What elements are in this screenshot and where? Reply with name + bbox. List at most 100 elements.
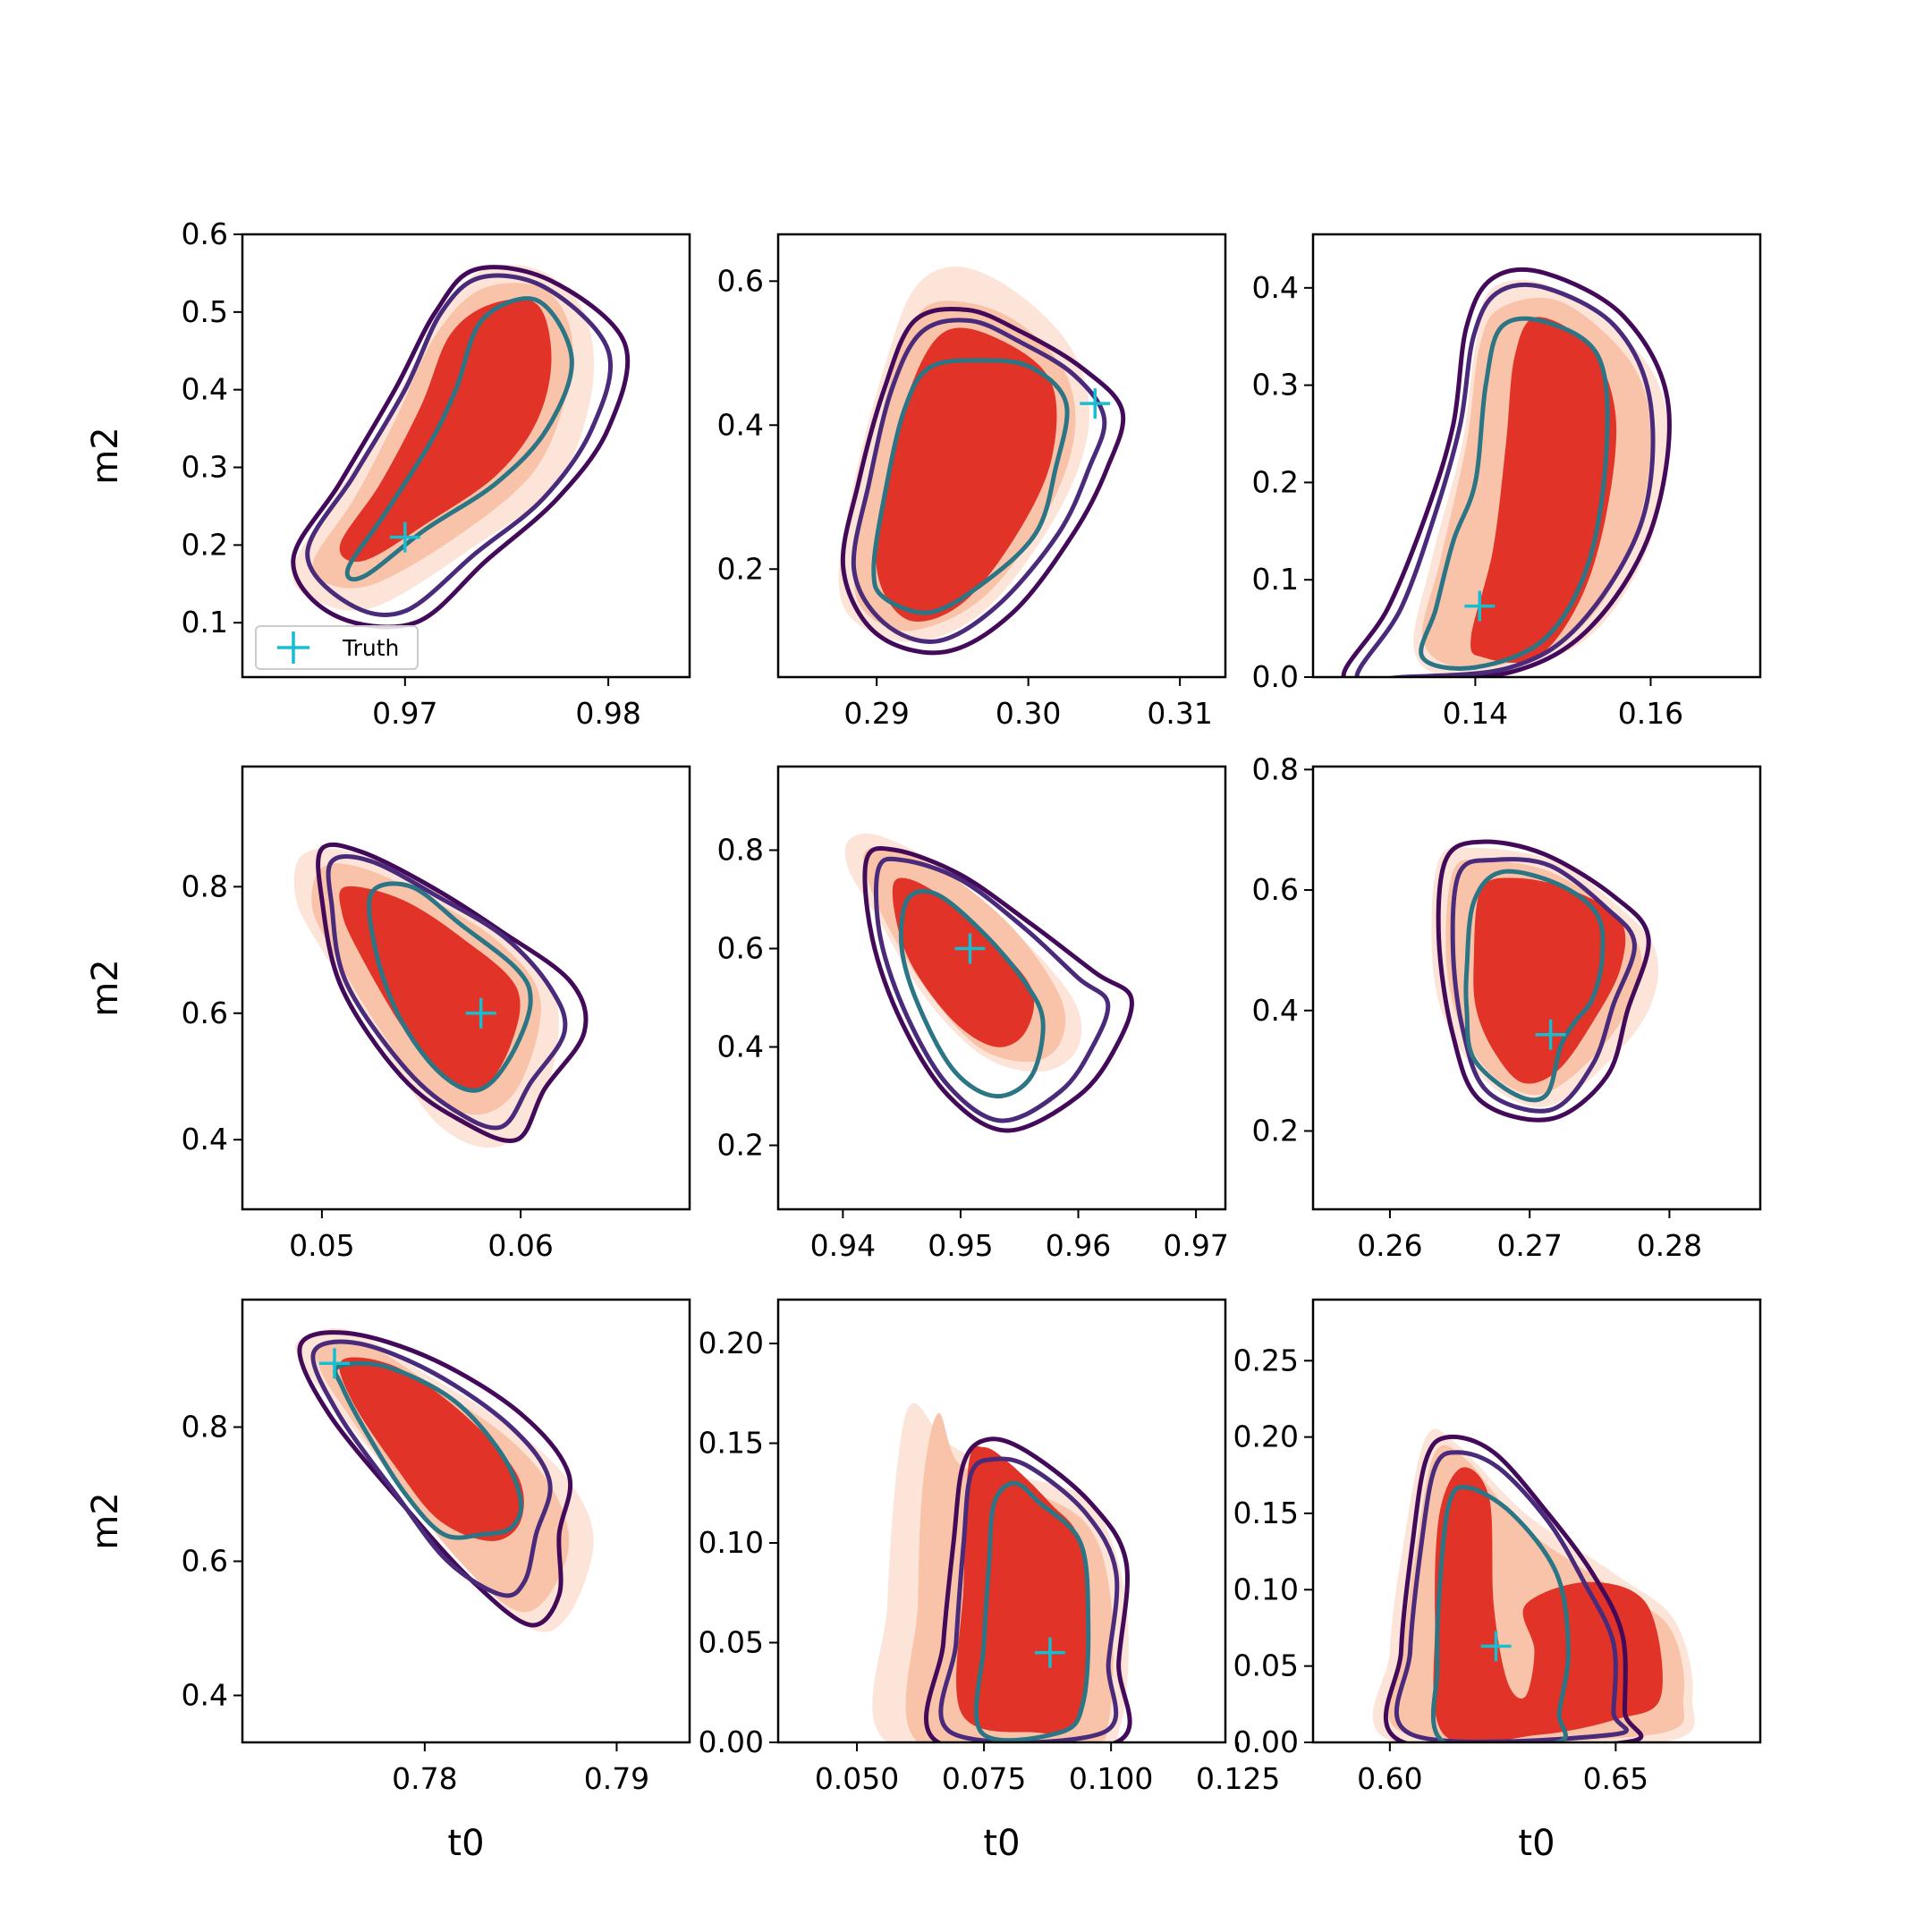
- contour-line-outer: [1383, 1434, 1644, 1742]
- contour-line-outer: [1436, 839, 1651, 1123]
- density-fill-inner: [1470, 317, 1617, 663]
- y-tick-label: 0.3: [182, 450, 228, 485]
- contour-line-outer: [316, 842, 589, 1143]
- y-tick-label: 0.10: [1233, 1572, 1299, 1606]
- panel-3: 0.14 0.16 0.0 0.1 0.2 0.3 0.4: [1252, 233, 1762, 731]
- contour-line-outer: [297, 1330, 573, 1628]
- x-tick-label: 0.96: [1046, 1228, 1111, 1263]
- y-tick-label: 0.8: [182, 869, 228, 903]
- contour-line-inner: [898, 888, 1046, 1099]
- truth-marker: [465, 997, 496, 1029]
- x-tick-label: 0.98: [575, 696, 640, 731]
- contour-line-mid: [1354, 282, 1656, 677]
- contour-line-outer: [291, 265, 631, 630]
- x-tick-label: 0.97: [372, 696, 437, 731]
- plot-area: [293, 842, 589, 1148]
- y-tick-label: 0.05: [699, 1625, 764, 1660]
- x-tick-label: 0.94: [810, 1228, 876, 1263]
- y-tick-label: 0.8: [717, 833, 764, 868]
- axes-frame: [776, 233, 1227, 679]
- contour-line-mid: [1450, 857, 1637, 1114]
- truth-marker: [954, 933, 986, 964]
- panels: 0.97 0.98 0.1 0.2 0.3 0.4 0.5 0.6 m2 Truth 0.29 0.3…: [85, 216, 1762, 1864]
- y-tick-label: 0.3: [1252, 368, 1299, 402]
- y-tick-label: 0.25: [1233, 1343, 1299, 1377]
- y-tick-label: 0.6: [182, 996, 228, 1030]
- contour-line-inner: [367, 881, 533, 1093]
- contour-line-inner: [333, 1360, 524, 1540]
- legend: Truth: [255, 625, 419, 670]
- axes-frame: [776, 1298, 1227, 1744]
- x-axis-label: t0: [1518, 1823, 1555, 1864]
- contour-line-inner: [973, 1480, 1091, 1742]
- y-tick-label: 0.6: [182, 1544, 228, 1579]
- x-tick-label: 0.14: [1443, 696, 1508, 731]
- density-fill-inner: [956, 1445, 1089, 1734]
- panel-9: 0.60 0.65 0.00 0.05 0.10 0.15 0.20 0.25 t0: [1233, 1298, 1762, 1864]
- x-tick-label: 0.27: [1496, 1228, 1562, 1263]
- plot-area: [291, 264, 631, 630]
- contour-line-inner: [1463, 869, 1606, 1103]
- axes-frame: [1311, 1298, 1762, 1744]
- density-fill-inner: [1473, 877, 1626, 1084]
- axes-frame: [241, 1298, 691, 1744]
- x-tick-label: 0.65: [1583, 1761, 1648, 1796]
- truth-marker: [389, 521, 420, 553]
- x-tick-label: 0.05: [289, 1228, 354, 1263]
- contour-line-inner: [1419, 316, 1610, 671]
- y-tick-label: 0.4: [1252, 993, 1299, 1028]
- y-tick-label: 0.8: [182, 1410, 228, 1445]
- plot-area: [872, 1402, 1132, 1742]
- y-tick-label: 0.2: [182, 527, 228, 562]
- y-tick-label: 0.6: [717, 263, 764, 298]
- plot-area: [838, 267, 1126, 656]
- x-tick-label: 0.60: [1357, 1761, 1422, 1796]
- y-tick-label: 0.4: [717, 407, 764, 442]
- density-fill-inner: [339, 299, 552, 562]
- contour-line-outer: [1341, 267, 1672, 677]
- plot-area: [844, 833, 1134, 1133]
- density-fill-inner: [339, 1357, 524, 1541]
- axes-frame: [1311, 233, 1762, 679]
- truth-marker: [1080, 388, 1111, 419]
- y-tick-label: 0.20: [1233, 1419, 1299, 1454]
- x-tick-label: 0.28: [1637, 1228, 1702, 1263]
- density-fill-inner: [1433, 1467, 1663, 1742]
- contour-line-outer: [840, 306, 1126, 656]
- plot-area: [1431, 839, 1658, 1123]
- contour-line-outer: [924, 1436, 1132, 1742]
- x-tick-label: 0.050: [815, 1761, 899, 1796]
- x-tick-label: 0.125: [1196, 1761, 1280, 1796]
- y-tick-label: 0.2: [1252, 464, 1299, 499]
- x-tick-label: 0.79: [584, 1761, 649, 1796]
- contour-line-inner: [1430, 1485, 1571, 1742]
- contour-line-inner: [871, 358, 1070, 615]
- contour-line-inner: [344, 296, 574, 582]
- axes-frame: [241, 765, 691, 1211]
- y-tick-label: 0.4: [182, 1678, 228, 1713]
- x-tick-label: 0.95: [928, 1228, 993, 1263]
- y-tick-label: 0.10: [699, 1525, 764, 1560]
- truth-marker: [1480, 1631, 1512, 1662]
- y-tick-label: 0.6: [182, 216, 228, 251]
- truth-marker: [1464, 590, 1496, 622]
- contour-line-mid: [305, 273, 614, 618]
- y-tick-label: 0.6: [717, 931, 764, 966]
- x-tick-label: 0.100: [1069, 1761, 1153, 1796]
- y-tick-label: 0.2: [717, 1128, 764, 1163]
- y-tick-label: 0.4: [182, 372, 228, 407]
- x-tick-label: 0.97: [1163, 1228, 1228, 1263]
- x-tick-label: 0.30: [996, 696, 1061, 731]
- x-tick-label: 0.075: [942, 1761, 1026, 1796]
- truth-marker: [1034, 1637, 1065, 1668]
- panel-5: 0.94 0.95 0.96 0.97 0.2 0.4 0.6 0.8: [717, 765, 1229, 1263]
- y-tick-label: 0.2: [1252, 1113, 1299, 1148]
- y-tick-label: 0.5: [182, 294, 228, 329]
- density-fill-inner: [339, 886, 521, 1091]
- y-tick-label: 0.2: [717, 551, 764, 586]
- x-tick-label: 0.26: [1357, 1228, 1422, 1263]
- panel-6: 0.26 0.27 0.28 0.2 0.4 0.6 0.8: [1252, 751, 1762, 1263]
- legend-box: [255, 625, 419, 670]
- plot-area: [294, 1328, 594, 1632]
- density-fill-inner: [892, 877, 1035, 1047]
